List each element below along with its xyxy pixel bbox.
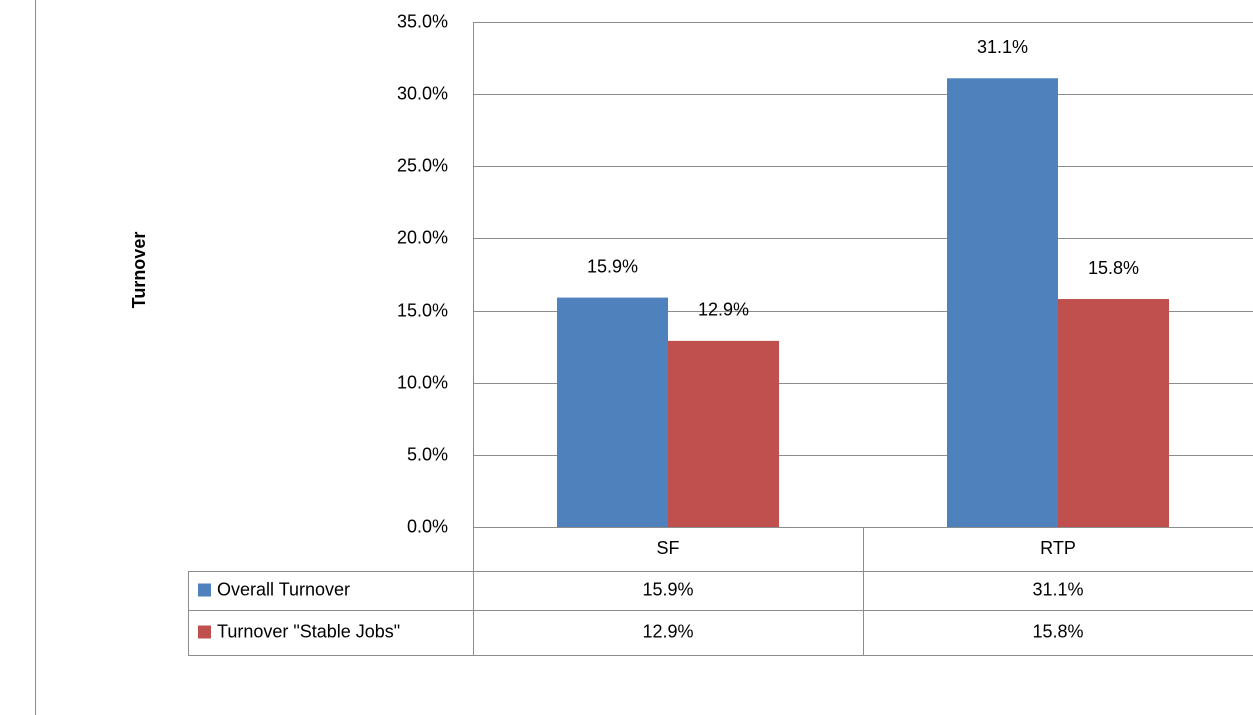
y-tick-label: 10.0%	[397, 372, 448, 392]
data-label: 15.9%	[587, 256, 638, 276]
legend-label: Overall Turnover	[217, 579, 350, 599]
y-axis-label: Turnover	[129, 232, 149, 309]
x-tick-label: RTP	[1040, 538, 1076, 558]
y-tick-label: 15.0%	[397, 300, 448, 320]
y-tick-label: 5.0%	[407, 444, 448, 464]
table-cell: 15.9%	[642, 579, 693, 599]
table-cell: 12.9%	[642, 621, 693, 641]
y-tick-label: 0.0%	[407, 516, 448, 536]
bar	[1058, 299, 1169, 527]
y-tick-label: 35.0%	[397, 11, 448, 31]
legend-key	[198, 583, 211, 597]
data-label: 15.8%	[1088, 258, 1139, 278]
table-cell: 31.1%	[1032, 579, 1083, 599]
y-tick-label: 20.0%	[397, 227, 448, 247]
y-tick-label: 30.0%	[397, 83, 448, 103]
y-tick-label: 25.0%	[397, 155, 448, 175]
x-tick-label: SF	[656, 538, 679, 558]
bar	[668, 340, 779, 527]
legend-label: Turnover "Stable Jobs"	[217, 621, 400, 641]
data-label: 31.1%	[977, 37, 1028, 57]
bar	[557, 297, 668, 527]
bar	[947, 78, 1058, 528]
legend-key	[198, 625, 211, 639]
table-cell: 15.8%	[1032, 621, 1083, 641]
data-label: 12.9%	[698, 300, 749, 320]
